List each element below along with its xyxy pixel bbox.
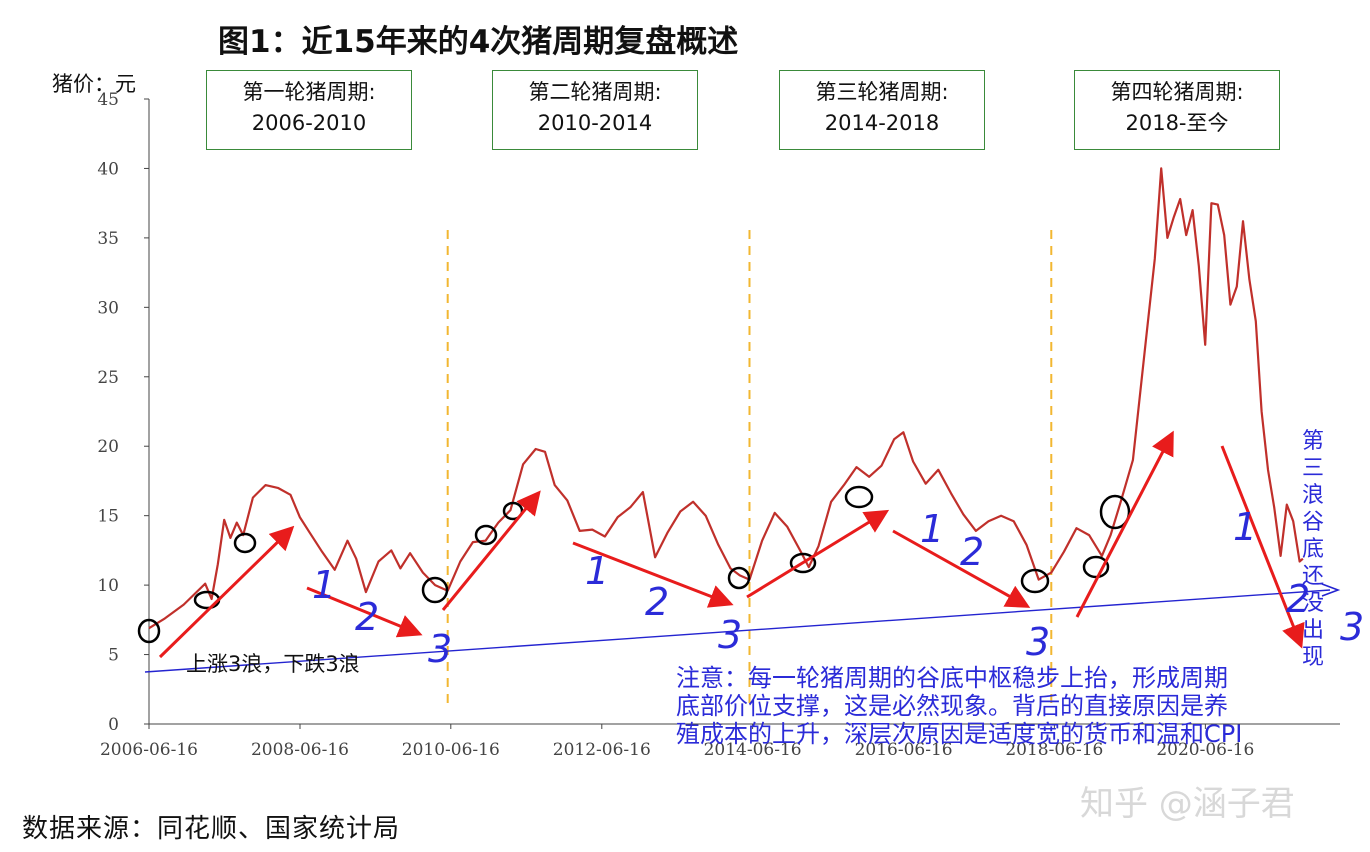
y-tick-label: 5	[108, 646, 119, 666]
annotation-circle	[474, 524, 498, 546]
wave-number: 3	[1026, 620, 1050, 664]
data-source: 数据来源：同花顺、国家统计局	[22, 814, 401, 844]
chart-title: 图1：近15年来的4次猪周期复盘概述	[218, 24, 739, 60]
cycle-name: 第四轮猪周期:	[1110, 80, 1244, 104]
cycle-range: 2006-2010	[251, 111, 367, 135]
cycle-note: 注意：每一轮猪周期的谷底中枢稳步上抬，形成周期 底部价位支撑，这是必然现象。背后…	[676, 664, 1356, 748]
trend-arrow	[892, 529, 1031, 608]
y-tick-label: 45	[97, 90, 119, 110]
wave-annotation: 上涨3浪，下跌3浪	[186, 652, 360, 676]
cycle-range: 2018-至今	[1125, 111, 1229, 135]
annotation-circle	[727, 566, 751, 590]
trend-arrow	[441, 490, 541, 611]
cycle-name: 第三轮猪周期:	[815, 80, 949, 104]
annotation-circle	[844, 485, 874, 509]
x-tick-label: 2020-06-16	[1156, 740, 1254, 760]
x-tick-label: 2008-06-16	[251, 740, 349, 760]
annotation-circle	[1020, 568, 1050, 594]
x-tick-label: 2016-06-16	[855, 740, 953, 760]
cycle-box-3: 第三轮猪周期: 2014-2018	[779, 70, 985, 150]
note-line: 注意：每一轮猪周期的谷底中枢稳步上抬，形成周期	[676, 664, 1228, 692]
y-tick-label: 40	[97, 159, 119, 179]
wave-number: 1	[1233, 505, 1257, 549]
x-tick-label: 2018-06-16	[1005, 740, 1103, 760]
note-char: 浪	[1301, 483, 1324, 508]
annotation-circle	[1082, 555, 1110, 579]
wave-number: 1	[585, 549, 609, 593]
cycle-dividers	[446, 230, 1053, 710]
note-char: 底	[1301, 537, 1324, 562]
annotation-circle	[137, 618, 161, 644]
wave-number: 2	[645, 580, 669, 624]
cycle-box-4: 第四轮猪周期: 2018-至今	[1074, 70, 1280, 150]
y-tick-label: 0	[108, 715, 119, 735]
note-line: 底部价位支撑，这是必然现象。背后的直接原因是养	[676, 692, 1228, 720]
note-char: 三	[1301, 456, 1324, 481]
wave-number: 3	[428, 627, 452, 671]
wave-number: 3	[1340, 605, 1364, 649]
price-series	[148, 167, 1304, 630]
support-arrowhead	[1321, 583, 1341, 597]
y-axis-label: 猪价：元	[52, 72, 136, 96]
note-char: 出	[1301, 618, 1324, 643]
x-tick-label: 2014-06-16	[704, 740, 802, 760]
annotation-circle	[1099, 494, 1131, 530]
x-tick-label: 2006-06-16	[100, 740, 198, 760]
y-tick-label: 15	[97, 507, 119, 527]
wave-number: 2	[1286, 577, 1310, 621]
annotation-circle	[421, 576, 449, 604]
wave-number: 1	[312, 563, 336, 607]
trend-arrow	[1220, 445, 1305, 649]
cycle-name: 第二轮猪周期:	[528, 80, 662, 104]
wave-number: 1	[920, 507, 944, 551]
x-tick-label: 2012-06-16	[553, 740, 651, 760]
wave-number: 2	[960, 530, 984, 574]
y-tick-label: 20	[97, 437, 119, 457]
price-line	[148, 167, 1304, 630]
trend-arrow	[746, 509, 890, 599]
y-tick-label: 25	[97, 368, 119, 388]
trend-arrow	[158, 525, 295, 659]
support-line	[144, 589, 1331, 673]
note-char: 现	[1301, 645, 1324, 670]
annotation-circle	[193, 590, 221, 610]
third-wave-note: 第 三 浪 谷 底 还 没 出 现	[1296, 428, 1330, 671]
note-char: 第	[1301, 429, 1324, 454]
trend-arrow	[1075, 430, 1174, 618]
note-char: 没	[1301, 591, 1324, 616]
annotation-circle	[233, 532, 257, 554]
annotation-circle	[789, 552, 817, 574]
x-tick-label: 2010-06-16	[402, 740, 500, 760]
cycle-box-2: 第二轮猪周期: 2010-2014	[492, 70, 698, 150]
trend-arrow	[306, 586, 423, 638]
y-tick-label: 35	[97, 229, 119, 249]
cycle-box-1: 第一轮猪周期: 2006-2010	[206, 70, 412, 150]
note-char: 还	[1301, 564, 1324, 589]
wave-number: 3	[718, 613, 742, 657]
y-tick-label: 30	[97, 298, 119, 318]
cycle-range: 2014-2018	[824, 111, 940, 135]
chart-axes: 0 5 10 15 20 25 30 35 40 45 2006-06-16 2008-06-16 20…	[97, 90, 1340, 760]
cycle-name: 第一轮猪周期:	[242, 80, 376, 104]
wave-number: 2	[355, 595, 379, 639]
note-char: 谷	[1301, 510, 1324, 535]
cycle-range: 2010-2014	[537, 111, 653, 135]
watermark: 知乎 @涵子君	[1080, 784, 1295, 824]
trend-arrow	[572, 541, 734, 608]
y-tick-label: 10	[97, 576, 119, 596]
support-trendline	[144, 583, 1341, 673]
note-line: 殖成本的上升，深层次原因是适度宽的货币和温和CPI	[676, 720, 1243, 748]
